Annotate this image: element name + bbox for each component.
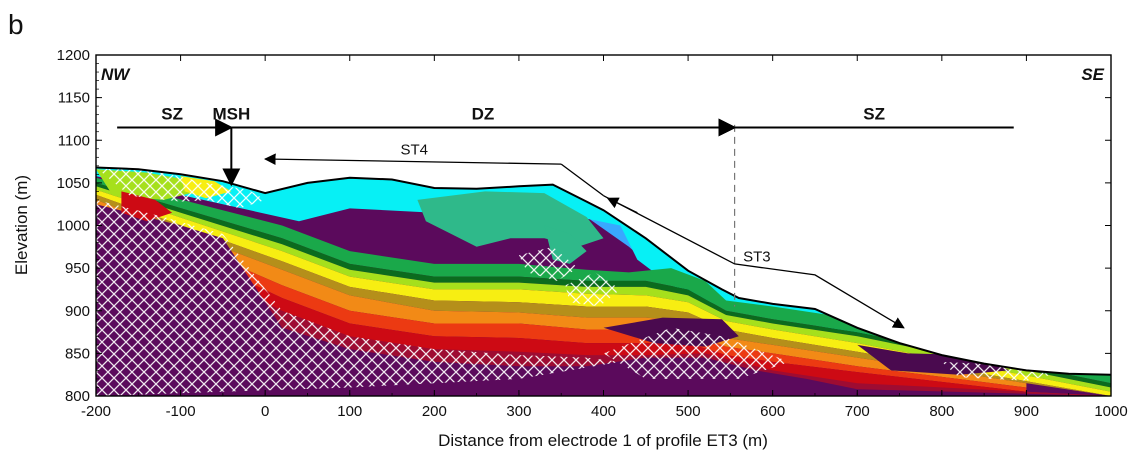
x-tick-label: 200 xyxy=(422,403,447,420)
x-tick-label: 100 xyxy=(337,403,362,420)
st4-connector xyxy=(560,163,604,197)
x-tick-label: -100 xyxy=(166,403,196,420)
hatch-msh xyxy=(206,182,266,209)
hatch-center-body xyxy=(603,327,790,379)
x-axis-title: Distance from electrode 1 of profile ET3… xyxy=(438,431,768,450)
x-tick-label: -200 xyxy=(81,403,111,420)
x-tick-label: 900 xyxy=(1014,403,1039,420)
x-tick-label: 0 xyxy=(261,403,269,420)
hatch-right-toe xyxy=(941,361,1052,381)
y-tick-label: 1150 xyxy=(58,90,90,107)
slope-annotations: ST4 ST3 xyxy=(263,142,905,329)
hatch-center-small-2 xyxy=(565,272,621,307)
st3-label: ST3 xyxy=(743,248,771,265)
zone-label-2: DZ xyxy=(472,104,495,123)
hatch-left-body xyxy=(96,199,621,396)
x-tick-label: 700 xyxy=(845,403,870,420)
y-tick-label: 850 xyxy=(65,345,90,362)
st3-back-arrow xyxy=(606,197,638,214)
y-tick-label: 800 xyxy=(65,388,90,405)
st4-label: ST4 xyxy=(401,142,429,159)
x-tick-label: 300 xyxy=(506,403,531,420)
zone-label-msh: MSH xyxy=(212,104,250,123)
corner-label-se: SE xyxy=(1081,65,1104,84)
hatch-center-small xyxy=(518,246,579,281)
x-tick-label: 800 xyxy=(929,403,954,420)
corner-label-nw: NW xyxy=(101,65,131,84)
y-tick-label: 900 xyxy=(65,303,90,320)
zone-label-3: SZ xyxy=(863,104,885,123)
zone-annotations: SZ MSH DZ SZ xyxy=(117,104,1014,187)
y-tick-label: 1000 xyxy=(57,218,90,235)
zone-label-0: SZ xyxy=(161,104,183,123)
st3-arrow xyxy=(603,195,905,329)
y-tick-label: 950 xyxy=(65,260,90,277)
x-tick-label: 400 xyxy=(591,403,616,420)
x-tick-label: 1000 xyxy=(1094,403,1127,420)
y-tick-label: 1200 xyxy=(57,47,90,64)
y-axis-title: Elevation (m) xyxy=(12,175,31,275)
y-tick-label: 1050 xyxy=(57,175,90,192)
ground-surface-line xyxy=(95,166,1112,376)
hatch-top-left xyxy=(96,167,232,202)
layer-yellow xyxy=(96,189,1111,396)
y-axis: 800 850 900 950 1000 1050 1100 1150 1200 xyxy=(57,47,1111,405)
x-tick-label: 500 xyxy=(676,403,701,420)
x-axis: -200 -100 0 100 200 300 400 500 600 700 800 900 1000 xyxy=(81,55,1128,420)
st4-arrow xyxy=(263,153,562,166)
panel-label: b xyxy=(8,9,24,40)
y-tick-label: 1100 xyxy=(58,132,90,149)
x-tick-label: 600 xyxy=(760,403,785,420)
